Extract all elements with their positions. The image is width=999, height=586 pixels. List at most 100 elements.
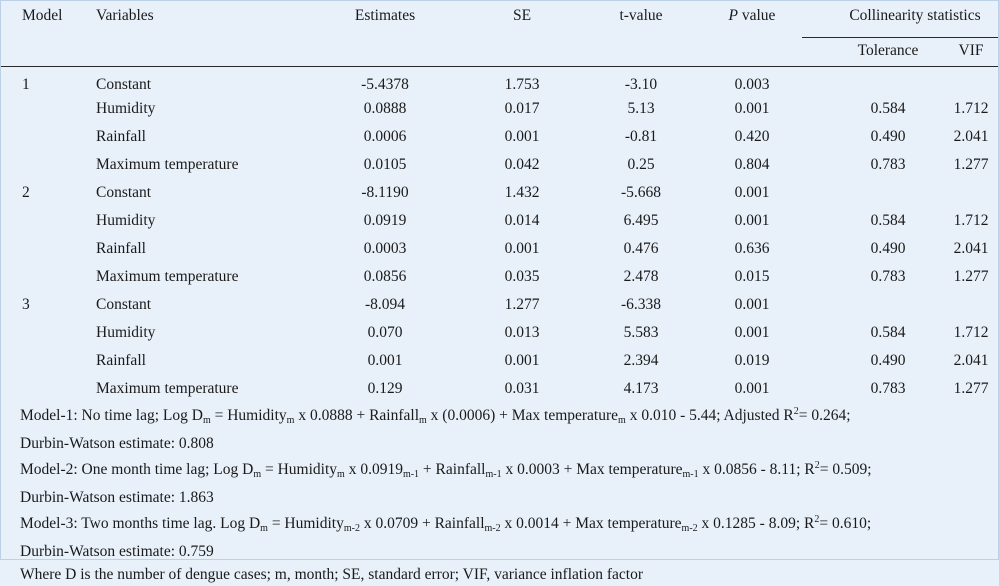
header-p-italic: P	[728, 7, 738, 24]
note-text: x 0.1285 - 8.09; R	[697, 515, 815, 533]
cell-tolerance: 0.584	[870, 100, 906, 117]
note-text: = Humidity	[261, 461, 338, 479]
cell-tvalue: 2.394	[623, 352, 659, 369]
cell-variable: Maximum temperature	[96, 268, 239, 285]
note-model-2: Model-2: One month time lag; Log Dm = Hu…	[20, 455, 995, 487]
note-sub: m-1	[485, 469, 502, 481]
cell-estimate: 0.0105	[363, 156, 407, 173]
cell-tvalue: -6.338	[620, 296, 662, 313]
note-sub: m	[286, 415, 295, 426]
cell-se: 1.432	[504, 184, 540, 201]
note-sub: m-2	[681, 523, 698, 535]
cell-model	[1, 347, 96, 375]
cell-estimate: 0.0856	[363, 268, 407, 285]
note-text: x 0.0014 + Max temperature	[500, 515, 682, 533]
cell-tvalue: 0.25	[627, 156, 655, 173]
cell-vif: 1.277	[953, 268, 989, 285]
note-sub: m-2	[343, 523, 360, 535]
cell-vif	[944, 67, 998, 96]
note-model-3: Model-3: Two months time lag. Log Dm = H…	[20, 509, 995, 541]
note-sub: m	[260, 523, 268, 535]
cell-tvalue: 5.13	[627, 100, 655, 117]
header-p-rest: value	[738, 7, 776, 24]
cell-model	[1, 123, 96, 151]
cell-tvalue: -5.668	[620, 184, 662, 201]
table-row: Maximum temperature 0.0105 0.042 0.25 0.804 0…	[1, 151, 998, 179]
cell-tolerance: 0.490	[870, 240, 906, 257]
cell-estimate: 0.001	[367, 352, 403, 369]
cell-model	[1, 235, 96, 263]
cell-estimate: 0.0919	[363, 212, 407, 229]
header-variables: Variables	[96, 7, 154, 24]
note-sub: m	[618, 415, 626, 426]
cell-tvalue: 5.583	[623, 324, 659, 341]
table-row: Rainfall 0.001 0.001 2.394 0.019 0.490 2.041	[1, 347, 998, 375]
cell-tolerance	[802, 179, 944, 207]
cell-se: 0.017	[504, 100, 540, 117]
cell-tolerance: 0.584	[870, 324, 906, 341]
cell-tolerance	[802, 67, 944, 96]
cell-tvalue: 0.476	[623, 240, 659, 257]
cell-tvalue: -3.10	[624, 76, 658, 93]
note-text: Model-2: One month time lag; Log D	[20, 461, 254, 479]
table-row: Maximum temperature 0.129 0.031 4.173 0.001 0…	[1, 375, 998, 403]
table-row: Humidity 0.0919 0.014 6.495 0.001 0.584 1.712	[1, 207, 998, 235]
header-tolerance: Tolerance	[857, 42, 919, 59]
note-definitions: Where D is the number of dengue cases; m…	[20, 565, 644, 583]
cell-vif: 1.712	[953, 324, 989, 341]
cell-estimate: -5.4378	[361, 76, 409, 93]
note-model-2-dw: Durbin-Watson estimate: 1.863	[20, 488, 214, 506]
cell-tolerance: 0.490	[870, 128, 906, 145]
header-collinearity: Collinearity statistics	[802, 1, 998, 38]
cell-estimate: -8.094	[364, 296, 406, 313]
cell-model: 2	[22, 184, 30, 201]
note-sup: 2	[793, 406, 799, 417]
cell-pvalue: 0.001	[734, 100, 770, 117]
table-row: Humidity 0.070 0.013 5.583 0.001 0.584 1.712	[1, 319, 998, 347]
cell-tolerance: 0.783	[870, 380, 906, 397]
note-model-3-dw: Durbin-Watson estimate: 0.759	[20, 542, 214, 560]
cell-pvalue: 0.636	[734, 240, 770, 257]
note-text: Model-3: Two months time lag. Log D	[20, 515, 261, 533]
cell-model	[1, 319, 96, 347]
header-estimates: Estimates	[354, 7, 416, 24]
note-text: x 0.010 - 5.44; Adjusted R	[625, 407, 794, 424]
cell-model	[1, 95, 96, 123]
note-text: Model-1: No time lag; Log D	[20, 407, 203, 424]
cell-pvalue: 0.001	[734, 212, 770, 229]
note-sub: m-2	[484, 523, 501, 535]
note-text: + Rainfall	[419, 461, 486, 479]
cell-estimate: -8.1190	[361, 184, 409, 201]
cell-estimate: 0.0006	[363, 128, 407, 145]
subheader-row: Tolerance VIF	[1, 38, 998, 67]
note-model-1-dw: Durbin-Watson estimate: 0.808	[20, 434, 214, 452]
cell-variable: Rainfall	[96, 128, 146, 145]
cell-variable: Constant	[96, 184, 152, 201]
cell-tolerance: 0.783	[870, 268, 906, 285]
cell-pvalue: 0.001	[734, 184, 770, 201]
cell-variable: Humidity	[96, 100, 156, 117]
cell-vif	[944, 179, 998, 207]
cell-vif: 2.041	[953, 128, 989, 145]
cell-vif: 1.277	[953, 380, 989, 397]
cell-variable: Maximum temperature	[96, 380, 239, 397]
cell-se: 0.001	[504, 352, 540, 369]
cell-tvalue: 2.478	[623, 268, 659, 285]
cell-vif: 1.712	[953, 100, 989, 117]
cell-tolerance: 0.584	[870, 212, 906, 229]
note-text: x 0.0888 + Rainfall	[294, 407, 419, 424]
cell-estimate: 0.0003	[363, 240, 407, 257]
cell-se: 0.001	[504, 240, 540, 257]
cell-model	[1, 375, 96, 403]
table-row: Rainfall 0.0006 0.001 -0.81 0.420 0.490 2.041	[1, 123, 998, 151]
cell-pvalue: 0.420	[734, 128, 770, 145]
cell-pvalue: 0.019	[734, 352, 770, 369]
note-sub: m-1	[682, 469, 699, 481]
table-notes: Model-1: No time lag; Log D m = Humidity m…	[20, 401, 995, 586]
cell-vif	[944, 291, 998, 319]
cell-variable: Humidity	[96, 324, 156, 341]
cell-pvalue: 0.001	[734, 296, 770, 313]
header-tvalue: t-value	[619, 7, 663, 24]
cell-se: 0.031	[504, 380, 540, 397]
cell-variable: Constant	[96, 76, 152, 93]
